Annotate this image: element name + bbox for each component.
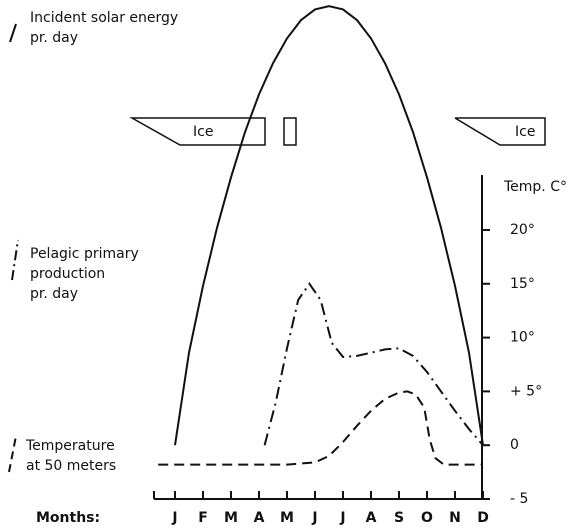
- y-tick-label: + 5°: [510, 383, 542, 399]
- series-label: at 50 meters: [26, 458, 116, 474]
- y-axis-title: Temp. C°: [503, 179, 567, 195]
- legend-solid: [9, 23, 17, 43]
- series-label: Incident solar energy: [30, 10, 178, 26]
- series-line: [158, 390, 483, 466]
- series-label: production: [30, 266, 105, 282]
- y-tick-label: - 5: [510, 491, 528, 507]
- x-tick-label: J: [171, 510, 177, 526]
- y-tick-label: 15°: [510, 276, 535, 292]
- ice-right: [454, 117, 546, 146]
- series-label: Pelagic primary: [30, 246, 139, 262]
- series-label: pr. day: [30, 286, 78, 302]
- x-tick-label: J: [339, 510, 345, 526]
- x-tick-label: S: [394, 510, 404, 526]
- ice-left: [129, 117, 266, 146]
- series-label: pr. day: [30, 30, 78, 46]
- ice-shapes: [129, 117, 546, 146]
- x-tick-label: J: [311, 510, 317, 526]
- x-axis-title: Months:: [36, 510, 100, 526]
- x-tick-label: N: [449, 510, 461, 526]
- ice-label: Ice: [193, 124, 213, 140]
- y-tick-label: 10°: [510, 330, 535, 346]
- x-tick-label: M: [224, 510, 238, 526]
- ice-gap: [283, 117, 297, 146]
- x-tick-label: M: [280, 510, 294, 526]
- series-label: Temperature: [25, 438, 115, 454]
- series-line: [263, 282, 484, 446]
- series-line: [174, 5, 484, 446]
- x-tick-label: D: [477, 510, 489, 526]
- x-tick-label: A: [366, 510, 377, 526]
- x-tick-label: O: [421, 510, 433, 526]
- x-tick-label: A: [254, 510, 265, 526]
- legend-dashed: [8, 435, 17, 473]
- y-tick-label: 0: [510, 437, 519, 453]
- ice-label: Ice: [515, 124, 535, 140]
- y-tick-label: 20°: [510, 222, 535, 238]
- legend-dashdot: [11, 239, 19, 281]
- legend-marks: [8, 23, 19, 473]
- x-tick-label: F: [198, 510, 208, 526]
